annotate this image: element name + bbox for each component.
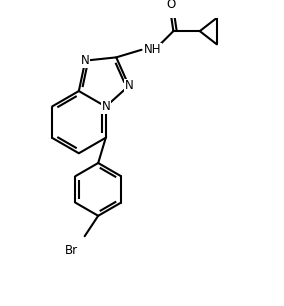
Text: Br: Br — [65, 244, 78, 257]
Text: O: O — [166, 0, 176, 10]
Text: N: N — [124, 79, 133, 92]
Text: N: N — [101, 100, 110, 113]
Text: NH: NH — [143, 43, 161, 56]
Text: N: N — [81, 54, 90, 67]
